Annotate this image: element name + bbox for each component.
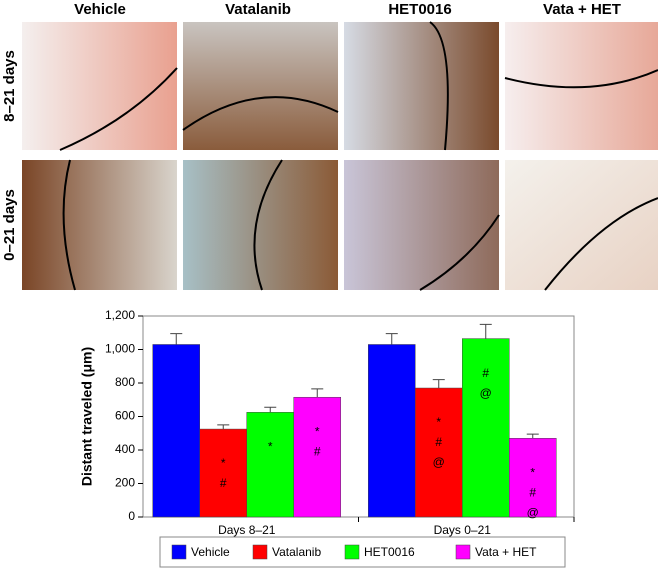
y-tick-label: 0 bbox=[128, 509, 135, 523]
front-line bbox=[429, 21, 449, 151]
bar bbox=[462, 338, 510, 518]
legend-swatch bbox=[252, 544, 268, 560]
x-tick-label: Days 8–21 bbox=[218, 523, 276, 537]
row-label: 0–21 days bbox=[1, 189, 18, 261]
annotation: @ bbox=[480, 386, 492, 400]
bar bbox=[152, 344, 200, 518]
y-tick-label: 600 bbox=[115, 409, 135, 423]
y-tick-label: 1,000 bbox=[105, 342, 135, 356]
micrograph bbox=[505, 22, 658, 150]
front-line bbox=[62, 159, 76, 291]
annotation: * bbox=[315, 424, 320, 438]
micrograph bbox=[22, 160, 177, 290]
y-tick-label: 800 bbox=[115, 375, 135, 389]
annotation: # bbox=[435, 435, 442, 449]
legend-swatch bbox=[344, 544, 360, 560]
legend-label: Vehicle bbox=[191, 545, 230, 559]
error-bar bbox=[217, 424, 230, 430]
front-line bbox=[253, 159, 283, 291]
annotation: * bbox=[268, 439, 273, 453]
error-bar bbox=[311, 388, 324, 398]
front-line bbox=[544, 197, 658, 291]
error-bar bbox=[479, 323, 492, 339]
annotation: # bbox=[482, 366, 489, 380]
micrograph bbox=[183, 160, 338, 290]
annotation: # bbox=[314, 444, 321, 458]
bar bbox=[246, 412, 294, 518]
front-line bbox=[504, 69, 658, 89]
legend-label: HET0016 bbox=[364, 545, 415, 559]
x-tick-label: Days 0–21 bbox=[434, 523, 492, 537]
bar bbox=[368, 344, 416, 518]
front-line bbox=[419, 214, 500, 291]
front-line bbox=[59, 67, 178, 151]
annotation: * bbox=[436, 415, 441, 429]
column-header: Vatalanib bbox=[225, 1, 291, 18]
column-header: Vehicle bbox=[74, 1, 126, 18]
column-header: HET0016 bbox=[388, 1, 451, 18]
row-label: 8–21 days bbox=[1, 50, 18, 122]
column-header: Vata + HET bbox=[543, 1, 621, 18]
annotation: # bbox=[220, 476, 227, 490]
bar bbox=[415, 387, 463, 518]
annotation: * bbox=[530, 465, 535, 479]
annotation: @ bbox=[433, 455, 445, 469]
legend-label: Vata + HET bbox=[475, 545, 537, 559]
micrograph bbox=[22, 22, 177, 150]
annotation: * bbox=[221, 456, 226, 470]
front-line bbox=[182, 96, 339, 131]
error-bar bbox=[526, 433, 539, 439]
legend-box bbox=[159, 536, 566, 568]
image-grid bbox=[22, 21, 658, 291]
annotation: # bbox=[529, 485, 536, 499]
micrograph bbox=[183, 22, 338, 150]
legend-label: Vatalanib bbox=[272, 545, 321, 559]
legend-swatch bbox=[171, 544, 187, 560]
y-axis-label: Distant traveled (μm) bbox=[79, 347, 95, 486]
annotation: @ bbox=[527, 505, 539, 519]
bar bbox=[293, 396, 341, 518]
bar bbox=[509, 438, 557, 518]
y-tick-label: 1,200 bbox=[105, 308, 135, 322]
y-tick-label: 400 bbox=[115, 442, 135, 456]
micrograph bbox=[344, 22, 499, 150]
bar bbox=[199, 428, 247, 518]
error-bar bbox=[385, 333, 398, 345]
legend-swatch bbox=[455, 544, 471, 560]
error-bar bbox=[264, 406, 277, 413]
micrograph bbox=[505, 160, 658, 290]
micrograph bbox=[344, 160, 499, 290]
error-bar bbox=[432, 379, 445, 389]
y-tick-label: 200 bbox=[115, 476, 135, 490]
error-bar bbox=[170, 333, 183, 345]
